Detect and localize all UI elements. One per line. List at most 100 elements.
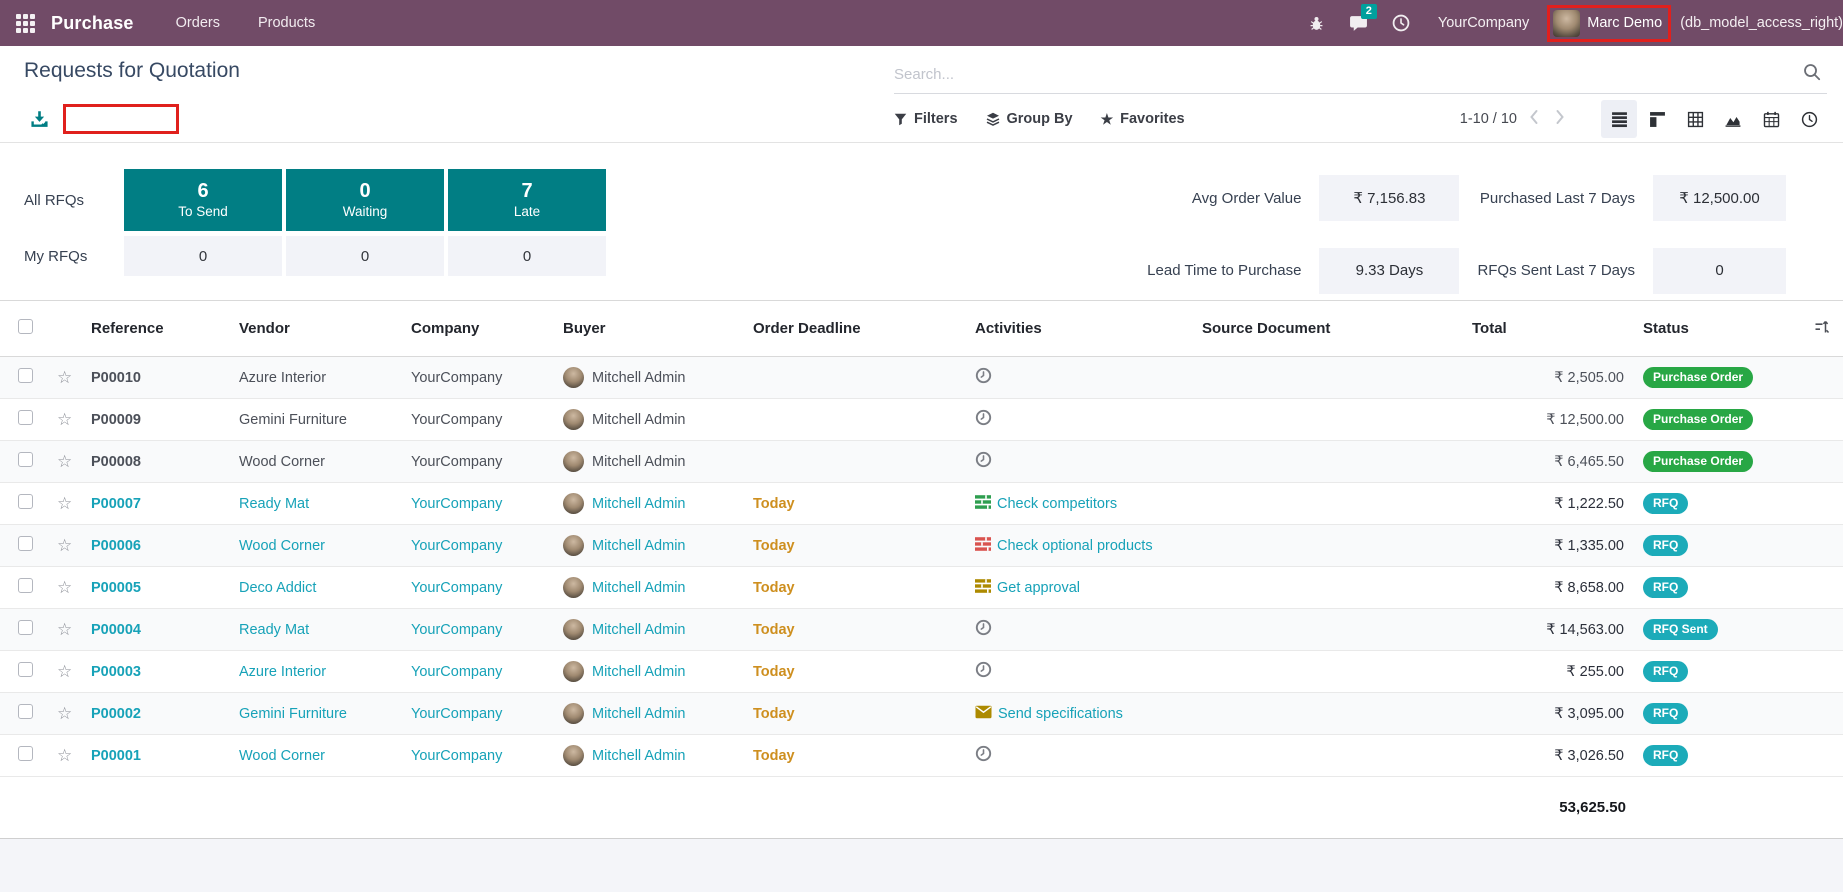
tasks-icon[interactable] [975, 494, 991, 514]
favorite-star-icon[interactable]: ☆ [57, 493, 73, 513]
favorite-star-icon[interactable]: ☆ [57, 451, 73, 471]
stat-purchased-7days: ₹ 12,500.00 [1653, 175, 1786, 222]
favorite-star-icon[interactable]: ☆ [57, 409, 73, 429]
app-name[interactable]: Purchase [51, 12, 134, 33]
list-view-icon[interactable] [1601, 100, 1637, 138]
tasks-icon[interactable] [975, 536, 991, 556]
col-total[interactable]: Total [1472, 300, 1630, 357]
pager-next-icon[interactable] [1550, 107, 1571, 132]
row-checkbox[interactable] [18, 410, 33, 425]
activity-label[interactable]: Check optional products [997, 537, 1153, 554]
activity-view-icon[interactable] [1791, 100, 1827, 138]
favorite-star-icon[interactable]: ☆ [57, 745, 73, 765]
tasks-icon[interactable] [975, 578, 991, 598]
table-row[interactable]: ☆ P00010 Azure Interior YourCompany Mitc… [0, 356, 1843, 399]
clock-icon[interactable] [975, 367, 992, 388]
col-reference[interactable]: Reference [78, 300, 226, 357]
col-source-document[interactable]: Source Document [1202, 300, 1472, 357]
col-company[interactable]: Company [398, 300, 550, 357]
table-row[interactable]: ☆ P00004 Ready Mat YourCompany Mitchell … [0, 608, 1843, 651]
table-row[interactable]: ☆ P00008 Wood Corner YourCompany Mitchel… [0, 440, 1843, 483]
cell-deadline: Today [740, 524, 962, 567]
row-checkbox[interactable] [18, 578, 33, 593]
activity-label[interactable]: Check competitors [997, 495, 1118, 512]
menu-orders[interactable]: Orders [175, 15, 220, 31]
messages-icon[interactable]: 2 [1340, 0, 1378, 46]
envelope-icon[interactable] [975, 705, 992, 723]
cell-total: ₹ 1,335.00 [1472, 524, 1630, 567]
table-row[interactable]: ☆ P00007 Ready Mat YourCompany Mitchell … [0, 482, 1843, 525]
kanban-view-icon[interactable] [1639, 100, 1675, 138]
favorite-star-icon[interactable]: ☆ [57, 535, 73, 555]
favorite-star-icon[interactable]: ☆ [57, 619, 73, 639]
row-checkbox[interactable] [18, 662, 33, 677]
cell-buyer: Mitchell Admin [592, 369, 686, 386]
table-row[interactable]: ☆ P00006 Wood Corner YourCompany Mitchel… [0, 524, 1843, 567]
cell-total: ₹ 8,658.00 [1472, 566, 1630, 609]
kpi-my-to-send[interactable]: 0 [124, 236, 282, 276]
table-row[interactable]: ☆ P00003 Azure Interior YourCompany Mitc… [0, 650, 1843, 693]
company-switcher[interactable]: YourCompany [1437, 15, 1530, 31]
kpi-to-send[interactable]: 6 To Send [124, 169, 282, 231]
activity-label[interactable]: Get approval [997, 579, 1081, 596]
row-checkbox[interactable] [18, 368, 33, 383]
kpi-my-waiting[interactable]: 0 [286, 236, 444, 276]
status-badge: Purchase Order [1643, 450, 1754, 473]
table-row[interactable]: ☆ P00005 Deco Addict YourCompany Mitchel… [0, 566, 1843, 609]
status-badge: RFQ Sent [1643, 618, 1718, 641]
user-menu[interactable]: Marc Demo [1547, 4, 1672, 42]
filters-button[interactable]: Filters [894, 111, 958, 127]
col-status[interactable]: Status [1630, 300, 1800, 357]
table-row[interactable]: ☆ P00001 Wood Corner YourCompany Mitchel… [0, 734, 1843, 777]
calendar-view-icon[interactable] [1753, 100, 1789, 138]
clock-icon[interactable] [975, 451, 992, 472]
kpi-late[interactable]: 7 Late [448, 169, 606, 231]
favorite-star-icon[interactable]: ☆ [57, 367, 73, 387]
row-checkbox[interactable] [18, 704, 33, 719]
menu-products[interactable]: Products [257, 15, 316, 31]
row-checkbox[interactable] [18, 536, 33, 551]
col-buyer[interactable]: Buyer [550, 300, 740, 357]
status-badge: Purchase Order [1643, 366, 1754, 389]
activities-clock-icon[interactable] [1382, 0, 1420, 46]
pivot-view-icon[interactable] [1677, 100, 1713, 138]
favorite-star-icon[interactable]: ☆ [57, 577, 73, 597]
col-vendor[interactable]: Vendor [226, 300, 398, 357]
row-checkbox[interactable] [18, 746, 33, 761]
clock-icon[interactable] [975, 409, 992, 430]
export-download-icon[interactable] [30, 110, 49, 129]
cell-vendor: Gemini Furniture [226, 398, 398, 441]
table-row[interactable]: ☆ P00009 Gemini Furniture YourCompany Mi… [0, 398, 1843, 441]
optional-columns-icon[interactable] [1814, 320, 1830, 339]
kpi-waiting[interactable]: 0 Waiting [286, 169, 444, 231]
graph-view-icon[interactable] [1715, 100, 1751, 138]
cell-buyer: Mitchell Admin [592, 411, 686, 428]
select-all-checkbox[interactable] [18, 319, 33, 334]
pager-previous-icon[interactable] [1523, 107, 1544, 132]
favorite-star-icon[interactable]: ☆ [57, 661, 73, 681]
table-row[interactable]: ☆ P00002 Gemini Furniture YourCompany Mi… [0, 692, 1843, 735]
buyer-avatar [563, 409, 584, 430]
favorites-button[interactable]: ★ Favorites [1100, 111, 1185, 127]
debug-bug-icon[interactable] [1298, 0, 1336, 46]
clock-icon[interactable] [975, 745, 992, 766]
group-by-button[interactable]: Group By [986, 111, 1073, 127]
favorite-star-icon[interactable]: ☆ [57, 703, 73, 723]
search-icon[interactable] [1803, 63, 1821, 86]
col-activities[interactable]: Activities [962, 300, 1202, 357]
search-input[interactable] [894, 66, 1803, 83]
cell-vendor: Wood Corner [226, 440, 398, 483]
pager-range: 1-10 / 10 [1459, 111, 1517, 127]
row-checkbox[interactable] [18, 620, 33, 635]
row-checkbox[interactable] [18, 494, 33, 509]
activity-label[interactable]: Send specifications [998, 705, 1123, 722]
group-by-layers-icon [986, 112, 999, 126]
row-checkbox[interactable] [18, 452, 33, 467]
status-badge: RFQ [1643, 576, 1689, 599]
clock-icon[interactable] [975, 619, 992, 640]
col-order-deadline[interactable]: Order Deadline [740, 300, 962, 357]
status-badge: RFQ [1643, 660, 1689, 683]
kpi-my-late[interactable]: 0 [448, 236, 606, 276]
clock-icon[interactable] [975, 661, 992, 682]
apps-menu-icon[interactable] [16, 13, 35, 33]
